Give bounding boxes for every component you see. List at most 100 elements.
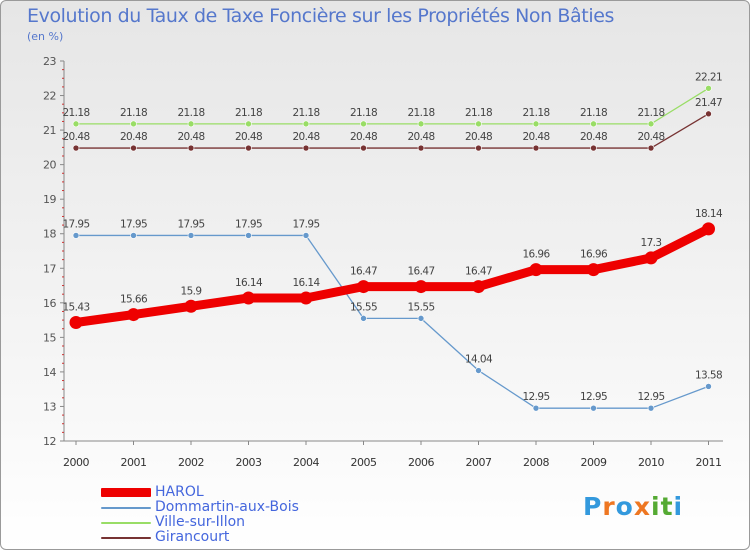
x-tick-label: 2008 — [523, 456, 549, 469]
y-tick-label: 17 — [43, 262, 56, 275]
point-ville-sur-illon — [130, 120, 137, 128]
point-dommartin — [187, 232, 195, 239]
logo-letter: r — [602, 492, 616, 521]
data-label-ville-sur-illon: 21.18 — [350, 107, 377, 119]
data-label-dommartin: 12.95 — [637, 391, 664, 403]
data-label-girancourt: 20.48 — [637, 131, 664, 143]
data-label-harol: 16.47 — [465, 266, 492, 278]
point-girancourt — [475, 144, 482, 152]
data-label-ville-sur-illon: 21.18 — [177, 107, 204, 119]
point-ville-sur-illon — [705, 84, 712, 92]
x-tick-label: 2003 — [236, 456, 262, 469]
point-dommartin — [360, 315, 367, 322]
data-label-harol: 16.14 — [292, 277, 320, 289]
point-ville-sur-illon — [245, 120, 252, 128]
data-label-harol: 16.14 — [235, 277, 263, 289]
legend-swatch-harol — [101, 488, 151, 497]
point-harol — [69, 316, 83, 330]
point-girancourt — [705, 110, 712, 118]
point-ville-sur-illon — [360, 120, 367, 128]
point-ville-sur-illon — [475, 120, 482, 128]
point-ville-sur-illon — [590, 120, 597, 128]
x-tick-label: 2000 — [63, 456, 89, 469]
data-label-girancourt: 20.48 — [120, 131, 147, 143]
y-tick-label: 14 — [43, 366, 56, 379]
data-label-girancourt: 20.48 — [407, 131, 434, 143]
data-label-girancourt: 20.48 — [580, 131, 607, 143]
y-tick-label: 21 — [43, 124, 56, 137]
data-label-harol: 15.43 — [62, 302, 89, 314]
y-tick-label: 18 — [43, 228, 56, 241]
point-girancourt — [130, 144, 137, 152]
logo-letter: x — [633, 492, 651, 521]
point-harol — [587, 263, 600, 277]
point-dommartin — [475, 367, 482, 374]
x-tick-label: 2004 — [293, 456, 319, 469]
data-label-ville-sur-illon: 21.18 — [120, 107, 147, 119]
data-label-girancourt: 20.48 — [177, 131, 204, 143]
x-tick-label: 2009 — [581, 456, 607, 469]
point-harol — [472, 280, 485, 294]
legend-label-harol: HAROL — [155, 484, 204, 500]
data-label-dommartin: 15.55 — [407, 301, 434, 313]
point-ville-sur-illon — [72, 120, 80, 128]
y-tick-label: 20 — [43, 159, 56, 172]
point-girancourt — [417, 144, 425, 152]
data-label-dommartin: 17.95 — [235, 218, 262, 230]
data-label-harol: 16.96 — [580, 249, 608, 261]
data-label-girancourt: 20.48 — [292, 131, 319, 143]
logo-letter: o — [615, 492, 634, 521]
y-tick-label: 23 — [43, 55, 56, 68]
legend-label-ville-sur-illon: Ville-sur-Illon — [155, 514, 246, 530]
point-dommartin — [72, 232, 80, 239]
data-label-harol: 16.96 — [522, 249, 550, 261]
point-harol — [529, 263, 543, 277]
data-label-dommartin: 12.95 — [580, 391, 607, 403]
point-harol — [242, 291, 255, 305]
point-harol — [357, 280, 370, 294]
data-label-girancourt: 21.47 — [695, 97, 722, 109]
data-label-dommartin: 17.95 — [292, 218, 319, 230]
data-label-girancourt: 20.48 — [465, 131, 492, 143]
x-tick-label: 2005 — [351, 456, 377, 469]
point-girancourt — [590, 144, 597, 152]
point-ville-sur-illon — [647, 120, 655, 128]
chart-subtitle: (en %) — [27, 30, 64, 43]
data-label-dommartin: 15.55 — [350, 301, 377, 313]
point-girancourt — [532, 144, 540, 152]
point-dommartin — [302, 232, 310, 239]
logo-letter: i — [673, 492, 684, 521]
legend-label-girancourt: Girancourt — [155, 529, 230, 545]
point-ville-sur-illon — [187, 120, 195, 128]
data-label-ville-sur-illon: 21.18 — [580, 107, 607, 119]
data-label-girancourt: 20.48 — [235, 131, 262, 143]
data-label-harol: 16.47 — [350, 266, 377, 278]
x-tick-label: 2002 — [178, 456, 204, 469]
data-label-harol: 16.47 — [407, 266, 434, 278]
legend-item-dommartin: Dommartin-aux-Bois — [101, 500, 299, 515]
point-harol — [299, 291, 313, 305]
data-label-ville-sur-illon: 22.21 — [695, 71, 722, 83]
data-label-dommartin: 12.95 — [522, 391, 549, 403]
point-girancourt — [302, 144, 310, 152]
x-tick-label: 2010 — [638, 456, 664, 469]
point-dommartin — [590, 404, 597, 412]
point-ville-sur-illon — [302, 120, 310, 128]
point-harol — [414, 280, 428, 294]
data-label-harol: 17.3 — [641, 237, 662, 249]
point-dommartin — [532, 404, 540, 412]
data-label-girancourt: 20.48 — [350, 131, 377, 143]
series-line-dommartin — [75, 234, 710, 409]
point-dommartin — [705, 383, 712, 390]
x-tick-label: 2007 — [466, 456, 492, 469]
series-line-harol — [71, 224, 713, 328]
point-girancourt — [72, 144, 80, 152]
point-harol — [702, 222, 715, 236]
data-label-ville-sur-illon: 21.18 — [292, 107, 319, 119]
data-label-girancourt: 20.48 — [62, 131, 89, 143]
x-tick-label: 2006 — [408, 456, 434, 469]
point-harol — [127, 308, 140, 322]
data-label-dommartin: 17.95 — [120, 218, 147, 230]
legend-item-girancourt: Girancourt — [101, 530, 299, 545]
